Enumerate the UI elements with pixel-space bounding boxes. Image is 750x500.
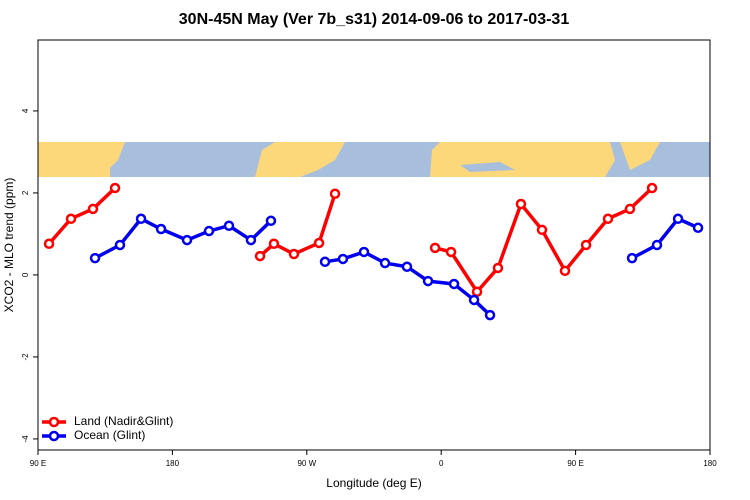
data-point (65, 213, 77, 225)
legend-marker (48, 416, 60, 428)
data-point (87, 203, 99, 215)
x-tick-label: 180 (166, 459, 180, 468)
data-point (484, 309, 496, 321)
series-line (47, 186, 654, 294)
data-point (181, 234, 193, 246)
data-point (692, 222, 704, 234)
data-point (422, 275, 434, 287)
data-point (492, 262, 504, 274)
x-tick-label: 90 E (30, 459, 46, 468)
data-point (624, 203, 636, 215)
data-point (672, 213, 684, 225)
plot-frame (37, 39, 711, 451)
legend-label: Land (Nadir&Glint) (74, 414, 173, 428)
legend-label: Ocean (Glint) (74, 428, 145, 442)
y-axis-label: XCO2 - MLO trend (ppm) (2, 178, 16, 313)
data-point (515, 198, 527, 210)
data-point (114, 239, 126, 251)
data-point (155, 223, 167, 235)
data-point (626, 252, 638, 264)
data-point (448, 278, 460, 290)
data-point (445, 246, 457, 258)
data-point (536, 224, 548, 236)
data-point (254, 250, 266, 262)
x-tick-label: 90 W (297, 459, 316, 468)
data-point (223, 220, 235, 231)
y-tick-label: -2 (21, 353, 30, 361)
data-point (288, 248, 300, 260)
data-point (109, 182, 121, 194)
data-point (245, 234, 257, 246)
y-tick-label: 2 (21, 190, 30, 195)
legend-marker (48, 430, 60, 442)
data-point (43, 238, 55, 250)
data-point (379, 257, 391, 269)
map-band (38, 142, 710, 177)
data-point (268, 238, 280, 250)
x-axis-label: Longitude (deg E) (326, 476, 421, 490)
data-point (580, 239, 592, 251)
data-point (471, 286, 483, 297)
data-point (337, 253, 349, 265)
data-point (559, 265, 571, 277)
data-point (468, 294, 480, 306)
data-point (203, 225, 215, 237)
data-point (602, 213, 614, 225)
data-point (646, 182, 658, 194)
series-line (94, 217, 699, 317)
chart-title: 30N-45N May (Ver 7b_s31) 2014-09-06 to 2… (179, 11, 570, 28)
x-tick-label: 90 E (567, 459, 583, 468)
y-tick-label: -4 (21, 435, 30, 443)
data-point (358, 246, 370, 258)
data-point (651, 239, 663, 251)
data-point (135, 213, 147, 225)
data-point (319, 256, 331, 268)
data-point (313, 237, 325, 249)
x-tick-label: 0 (439, 459, 444, 468)
y-tick-label: 4 (21, 108, 30, 113)
data-point (89, 252, 101, 264)
data-point (401, 261, 413, 272)
data-point (329, 188, 341, 199)
x-tick-label: 180 (703, 459, 717, 468)
data-point (265, 215, 277, 227)
y-tick-label: 0 (21, 272, 30, 277)
data-point (429, 242, 441, 254)
